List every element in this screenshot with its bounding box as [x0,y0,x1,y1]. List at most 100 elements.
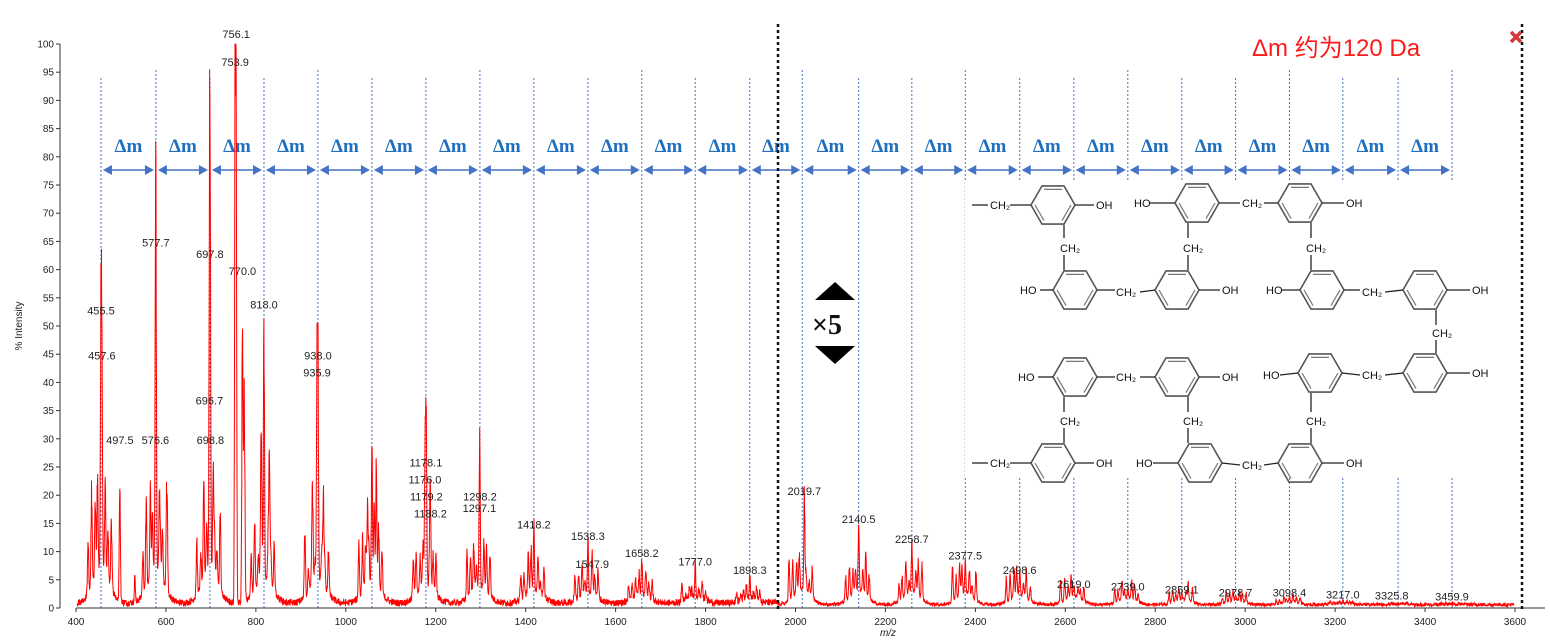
structure-label: CH₂ [1306,416,1326,428]
arrow-head-right-icon [1008,165,1018,175]
peak-label: 1418.2 [517,520,551,532]
x-axis-label: m/z [880,628,896,638]
double-bond [1034,462,1045,479]
interval-label: Δm [1357,136,1385,157]
chemical-structure: CH₂ OH HO CH₂ OH CH₂ CH₂ CH₂ HO CH₂ OH HO CH₂ OH CH₂ HO… [972,183,1489,483]
x-tick-label: 1400 [515,617,538,628]
peak-label: 770.0 [229,266,257,278]
y-tick-label: 55 [43,293,55,304]
up-triangle-icon [815,282,855,300]
peak-label: 698.8 [197,435,225,447]
interval-label: Δm [709,136,737,157]
interval-label: Δm [601,136,629,157]
structure-label: OH [1346,458,1363,470]
interval-label: Δm [1411,136,1439,157]
interval-label: Δm [762,136,790,157]
double-bond [1406,289,1417,306]
double-bond [1330,289,1341,306]
arrow-head-left-icon [211,165,221,175]
peak-label: 3325.8 [1375,591,1409,603]
y-tick-label: 40 [43,378,55,389]
bond [1279,372,1299,376]
interval-label: Δm [1302,136,1330,157]
bond [1341,372,1361,376]
arrow-head-left-icon [535,165,545,175]
y-tick-label: 50 [43,322,55,333]
structure-label: CH₂ [1060,243,1080,255]
interval-label: Δm [925,136,953,157]
peak-label: 3459.9 [1435,591,1469,603]
arrow-head-left-icon [804,165,814,175]
y-tick-label: 100 [37,40,54,51]
arrow-head-right-icon [1440,165,1450,175]
interval-label: Δm [385,136,413,157]
arrow-head-right-icon [198,165,208,175]
peak-label: 497.5 [106,435,134,447]
y-tick-label: 10 [43,547,55,558]
peak-label: 1297.1 [463,503,497,515]
x-tick-label: 2600 [1054,617,1077,628]
interval-label: Δm [1033,136,1061,157]
arrow-head-right-icon [1387,165,1397,175]
arrow-head-right-icon [252,165,262,175]
bond [1139,289,1156,293]
arrow-head-right-icon [738,165,748,175]
interval-label: Δm [439,136,467,157]
arrow-head-right-icon [847,165,857,175]
peak-label: 1538.3 [571,531,605,543]
double-bond [1034,204,1045,221]
structure-label: CH₂ [1116,372,1136,384]
arrow-head-left-icon [1400,165,1410,175]
bond [1221,462,1241,466]
peak-label: 3098.4 [1273,587,1307,599]
interval-label: Δm [277,136,305,157]
arrow-head-left-icon [373,165,383,175]
peak-label: 1547.9 [575,559,609,571]
structure-label: HO [1020,285,1037,297]
double-bond [1083,376,1094,393]
interval-label: Δm [1249,136,1277,157]
double-bond [1281,462,1292,479]
x-tick-label: 3600 [1504,617,1527,628]
arrow-head-right-icon [1224,165,1234,175]
interval-annotation: Δm 约为120 Da [1252,35,1421,62]
x-tick-label: 400 [68,617,85,628]
arrow-head-right-icon [468,165,478,175]
arrow-head-right-icon [522,165,532,175]
arrow-head-left-icon [967,165,977,175]
interval-label: Δm [223,136,251,157]
structure-label: OH [1346,198,1363,210]
arrow-head-left-icon [751,165,761,175]
peak-label: 935.9 [303,367,331,379]
peak-label: 753.9 [221,57,249,69]
y-tick-label: 85 [43,124,55,135]
structure-label: HO [1018,372,1035,384]
x-tick-label: 3400 [1414,617,1437,628]
x-tick-label: 3000 [1234,617,1257,628]
y-tick-label: 30 [43,434,55,445]
interval-label: Δm [1087,136,1115,157]
structure-label: OH [1096,458,1113,470]
double-bond [1281,202,1292,219]
structure-label: HO [1266,285,1283,297]
arrow-head-right-icon [791,165,801,175]
arrow-head-right-icon [306,165,316,175]
y-tick-label: 5 [48,575,54,586]
y-tick-label: 20 [43,491,55,502]
peak-label: 1658.2 [625,548,659,560]
peak-labels: 455.5 457.6 497.5 576.6 577.7 696.7 697.8 698.8… [87,29,1469,603]
repeat-markers: Δm Δm Δm Δm Δm Δm Δm Δm Δm Δm Δm Δm Δm Δm Δm Δm Δm Δm Δm Δm… [100,70,1505,608]
y-tick-label: 70 [43,209,55,220]
arrow-head-right-icon [1062,165,1072,175]
double-bond [1061,462,1072,479]
y-tick-label: 0 [48,604,54,615]
double-bond [1158,289,1169,306]
peak-label: 2978.7 [1219,587,1253,599]
arrow-head-right-icon [414,165,424,175]
double-bond [1433,372,1444,389]
double-bond [1308,462,1319,479]
double-bond [1083,289,1094,306]
close-icon[interactable] [1509,30,1523,44]
x-tick-label: 3200 [1324,617,1347,628]
interval-label: Δm [817,136,845,157]
